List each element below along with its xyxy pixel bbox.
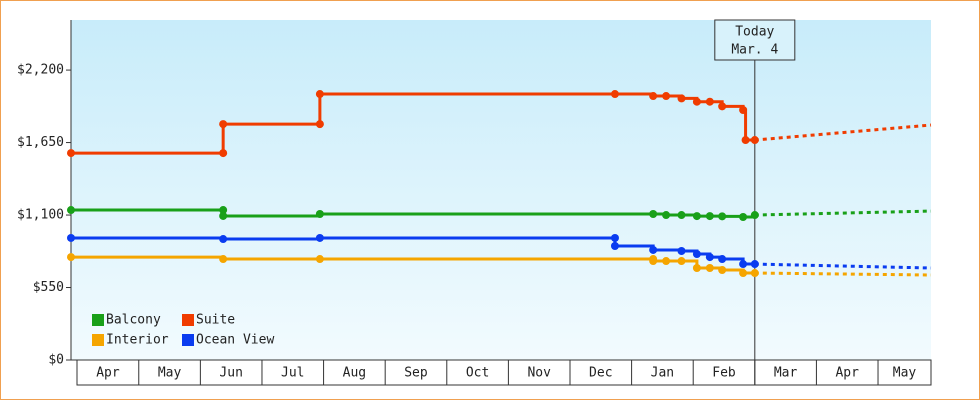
point (692, 212, 701, 221)
today-label: Mar. 4 (731, 43, 778, 58)
point (67, 233, 75, 242)
point (718, 102, 727, 111)
point (315, 209, 324, 218)
point (739, 106, 748, 115)
x-tick-label: Feb (712, 366, 736, 381)
forecast-line (754, 262, 932, 270)
y-tick-label: $1,650 (17, 135, 64, 150)
point (315, 233, 324, 242)
point (739, 260, 748, 269)
forecast-line (754, 271, 932, 277)
x-tick-label: May (158, 366, 182, 381)
forecast-line (754, 123, 932, 142)
point (315, 90, 324, 99)
today-box (714, 19, 796, 61)
legend-label: Suite (196, 313, 235, 328)
legend-label: Ocean View (196, 333, 274, 348)
legend-label: Balcony (106, 313, 161, 328)
plot-area (71, 20, 931, 360)
forecast-line (754, 209, 932, 217)
y-tick-label: $1,100 (17, 208, 64, 223)
legend-swatch (92, 314, 104, 326)
point (219, 211, 228, 220)
y-tick-label: $550 (33, 280, 64, 295)
point (677, 211, 686, 220)
point (677, 257, 686, 266)
point (677, 94, 686, 103)
point (718, 255, 727, 264)
x-tick-label: Mar (774, 366, 798, 381)
point (741, 136, 750, 145)
legend-swatch (182, 314, 194, 326)
point (219, 255, 228, 264)
y-tick-label: $2,200 (17, 63, 64, 78)
point (219, 149, 228, 158)
point (649, 92, 658, 101)
x-tick-label: Dec (589, 366, 612, 381)
point (67, 253, 75, 262)
series-line (71, 255, 755, 275)
x-tick-label: Oct (466, 366, 489, 381)
y-tick-label: $0 (48, 353, 64, 368)
point (739, 269, 748, 278)
point (692, 97, 701, 106)
x-tick-label: Jan (651, 366, 674, 381)
point (67, 206, 75, 215)
x-tick-label: Nov (527, 366, 551, 381)
x-tick-label: Sep (404, 366, 428, 381)
x-axis-box (76, 359, 932, 386)
point (692, 264, 701, 273)
point (649, 209, 658, 218)
point (705, 264, 714, 273)
point (610, 90, 619, 99)
point (718, 212, 727, 221)
x-tick-label: Jul (281, 366, 304, 381)
today-label: Today (735, 25, 774, 40)
point (705, 97, 714, 106)
point (649, 245, 658, 254)
x-tick-label: Apr (835, 366, 859, 381)
x-tick-label: Apr (96, 366, 120, 381)
point (705, 253, 714, 262)
point (219, 120, 228, 129)
point (649, 257, 658, 266)
point (219, 235, 228, 244)
point (662, 92, 671, 101)
point (662, 257, 671, 266)
legend-swatch (92, 334, 104, 346)
x-tick-label: Aug (343, 366, 366, 381)
point (677, 247, 686, 256)
x-tick-label: May (893, 366, 917, 381)
point (610, 233, 619, 242)
x-tick-label: Jun (219, 366, 242, 381)
point (662, 211, 671, 220)
point (718, 265, 727, 274)
point (67, 149, 75, 158)
point (739, 213, 748, 222)
point (692, 250, 701, 259)
legend-swatch (182, 334, 194, 346)
point (315, 120, 324, 129)
point (705, 212, 714, 221)
point (610, 242, 619, 251)
point (315, 255, 324, 264)
legend-label: Interior (106, 333, 169, 348)
point (219, 206, 228, 215)
